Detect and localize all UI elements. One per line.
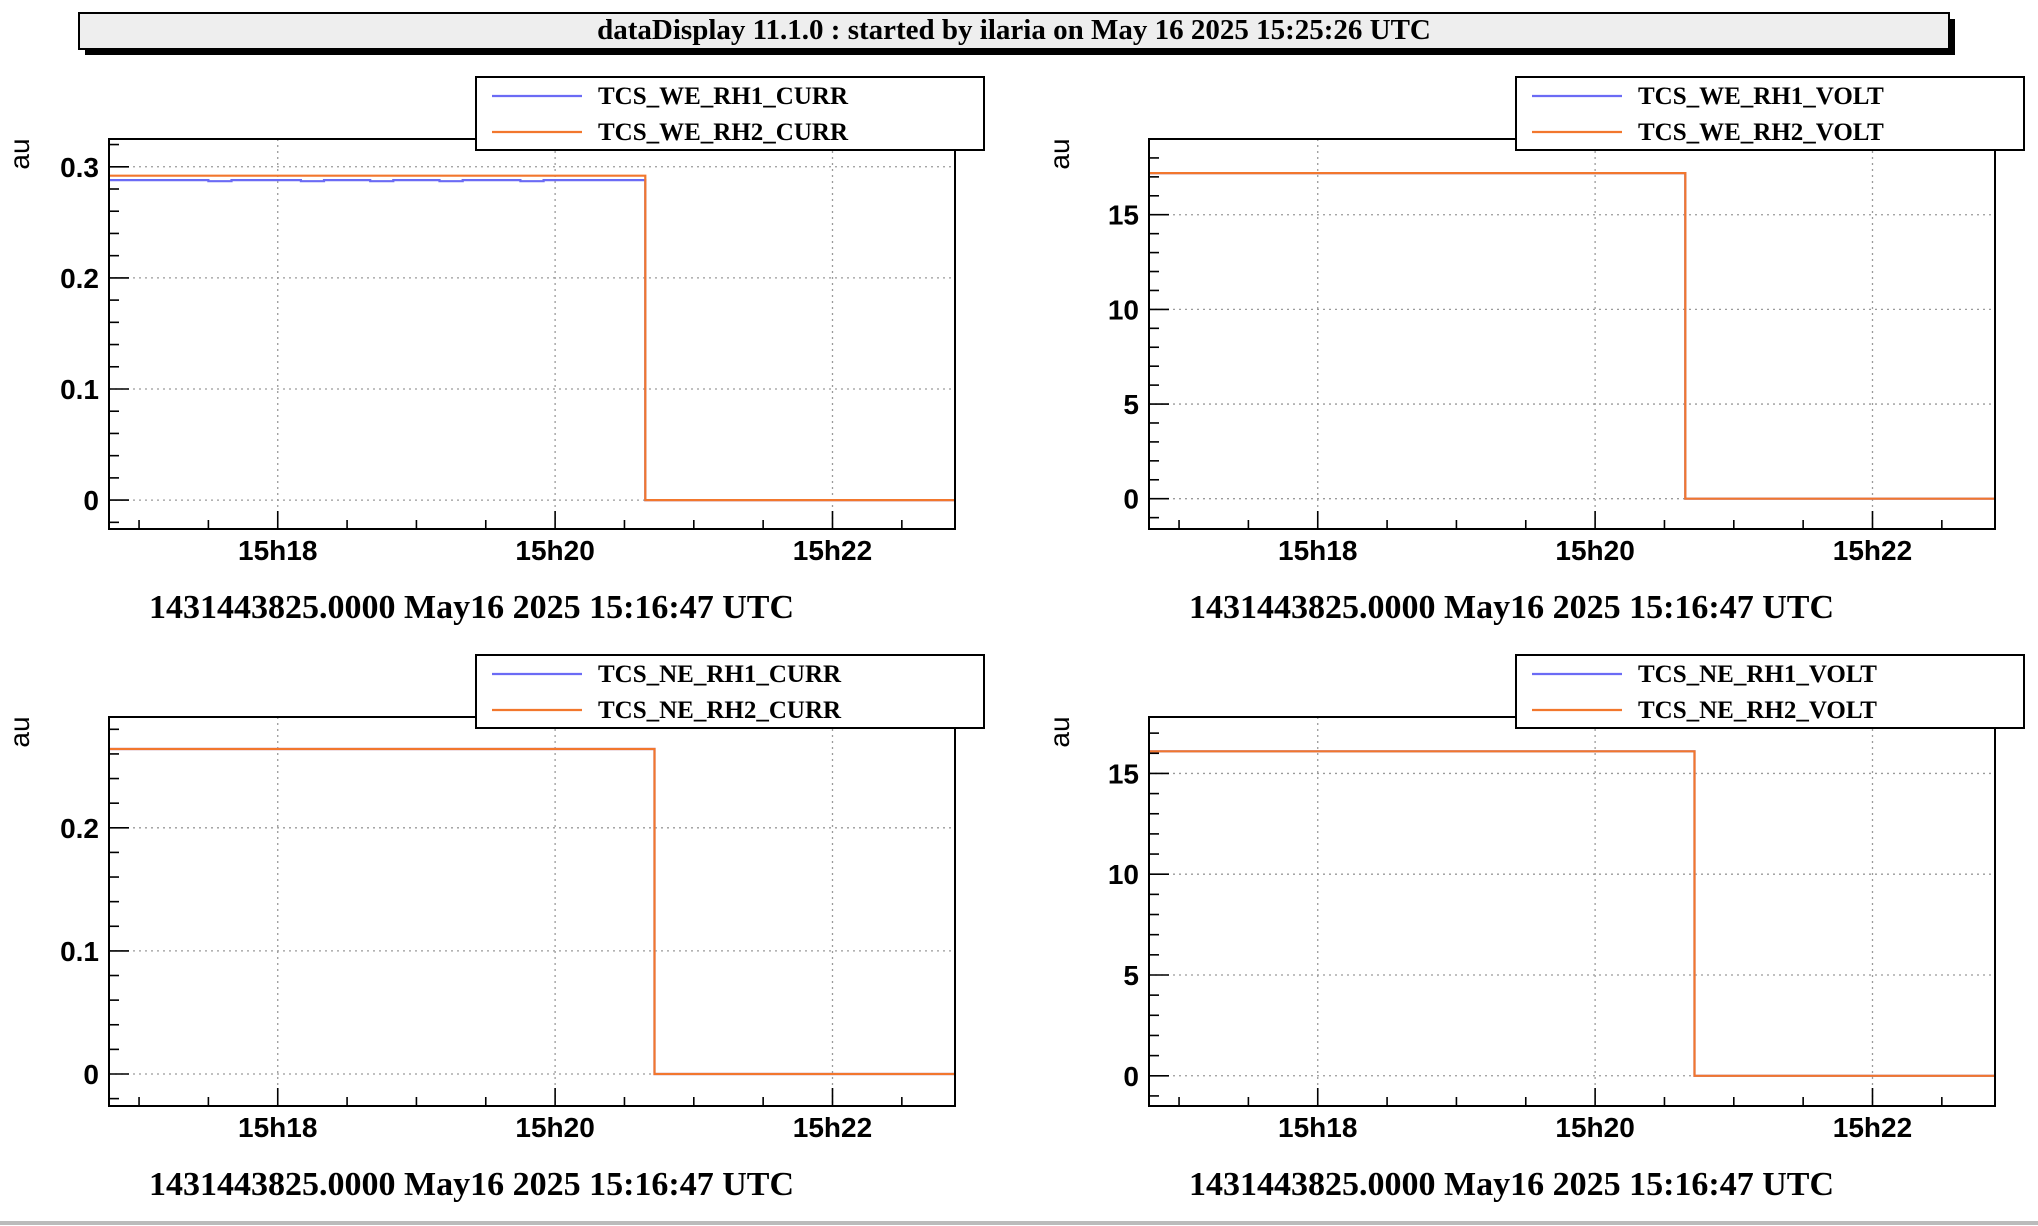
x-tick-label: 15h20	[1555, 1112, 1634, 1143]
x-tick-label: 15h22	[793, 535, 872, 566]
y-axis-label: au	[4, 716, 35, 747]
legend-entry: TCS_NE_RH2_VOLT	[1638, 697, 1877, 724]
y-tick-label: 15	[1108, 758, 1139, 789]
x-axis-label: 1431443825.0000 May16 2025 15:16:47 UTC	[1189, 1166, 1834, 1203]
x-tick-label: 15h22	[793, 1112, 872, 1143]
x-tick-label: 15h18	[1278, 535, 1357, 566]
y-axis-label: au	[1044, 716, 1075, 747]
legend-box	[1515, 76, 2025, 151]
chart-panel-3: 15h18 15h20 15h22 0 0.1 0.2 au 1431443825.0000 …	[4, 654, 985, 1203]
x-tick-label: 15h20	[1555, 535, 1634, 566]
title-banner-box	[78, 12, 1950, 50]
x-tick-label: 15h20	[515, 1112, 594, 1143]
legend: TCS_WE_RH1_CURR TCS_WE_RH2_CURR	[475, 76, 985, 151]
x-tick-label: 15h18	[1278, 1112, 1357, 1143]
legend-entry: TCS_WE_RH2_VOLT	[1638, 119, 1884, 146]
y-tick-label: 0.2	[60, 813, 99, 844]
y-tick-label: 0	[1123, 1061, 1139, 1092]
series-line-TCS_WE_RH2_CURR	[109, 174, 955, 502]
legend-entry: TCS_WE_RH2_CURR	[598, 119, 849, 146]
y-axis-label: au	[4, 138, 35, 169]
chart-panel-2: 15h18 15h20 15h22 0 5 10 15 au 1431443825.0000 M…	[1044, 76, 2025, 626]
chart-panel-1: 15h18 15h20 15h22 0 0.1 0.2 0.3 au 1431443825.00…	[4, 76, 985, 626]
legend: TCS_WE_RH1_VOLT TCS_WE_RH2_VOLT	[1515, 76, 2025, 151]
x-tick-label: 15h20	[515, 535, 594, 566]
y-tick-label: 0	[1123, 484, 1139, 515]
chart-panel-4: 15h18 15h20 15h22 0 5 10 15 au 1431443825.0000 M…	[1044, 654, 2025, 1203]
legend-entry: TCS_WE_RH1_VOLT	[1638, 83, 1884, 110]
legend-entry: TCS_NE_RH1_CURR	[598, 661, 842, 688]
x-tick-label: 15h22	[1833, 1112, 1912, 1143]
y-axis-label: au	[1044, 138, 1075, 169]
y-tick-label: 5	[1123, 389, 1139, 420]
x-axis-label: 1431443825.0000 May16 2025 15:16:47 UTC	[149, 589, 794, 626]
y-tick-label: 0.1	[60, 936, 99, 967]
x-axis-label: 1431443825.0000 May16 2025 15:16:47 UTC	[1189, 589, 1834, 626]
series-line-TCS_NE_RH2_VOLT	[1149, 750, 1995, 1077]
legend-box	[475, 76, 985, 151]
legend-box	[475, 654, 985, 729]
x-axis-label: 1431443825.0000 May16 2025 15:16:47 UTC	[149, 1166, 794, 1203]
y-tick-label: 5	[1123, 960, 1139, 991]
legend: TCS_NE_RH1_VOLT TCS_NE_RH2_VOLT	[1515, 654, 2025, 729]
y-tick-label: 0.1	[60, 374, 99, 405]
x-tick-label: 15h18	[238, 535, 317, 566]
y-tick-label: 0.3	[60, 152, 99, 183]
y-tick-label: 15	[1108, 200, 1139, 231]
y-tick-label: 0.2	[60, 263, 99, 294]
x-tick-label: 15h22	[1833, 535, 1912, 566]
series-line-TCS_NE_RH2_CURR	[109, 747, 955, 1076]
series-line-TCS_WE_RH2_VOLT	[1149, 172, 1995, 500]
legend-entry: TCS_NE_RH1_VOLT	[1638, 661, 1877, 688]
y-tick-label: 10	[1108, 859, 1139, 890]
legend: TCS_NE_RH1_CURR TCS_NE_RH2_CURR	[475, 654, 985, 729]
chart-panels: 15h18 15h20 15h22 0 0.1 0.2 0.3 au 1431443825.00…	[4, 76, 2025, 1203]
y-tick-label: 0	[83, 1059, 99, 1090]
title-banner: dataDisplay 11.1.0 : started by ilaria o…	[78, 12, 1955, 55]
legend-entry: TCS_WE_RH1_CURR	[598, 83, 849, 110]
y-tick-label: 0	[83, 485, 99, 516]
x-tick-label: 15h18	[238, 1112, 317, 1143]
page-title: dataDisplay 11.1.0 : started by ilaria o…	[597, 14, 1431, 46]
legend-entry: TCS_NE_RH2_CURR	[598, 697, 842, 724]
legend-box	[1515, 654, 2025, 729]
series-line-TCS_WE_RH1_CURR	[109, 179, 955, 502]
y-tick-label: 10	[1108, 294, 1139, 325]
